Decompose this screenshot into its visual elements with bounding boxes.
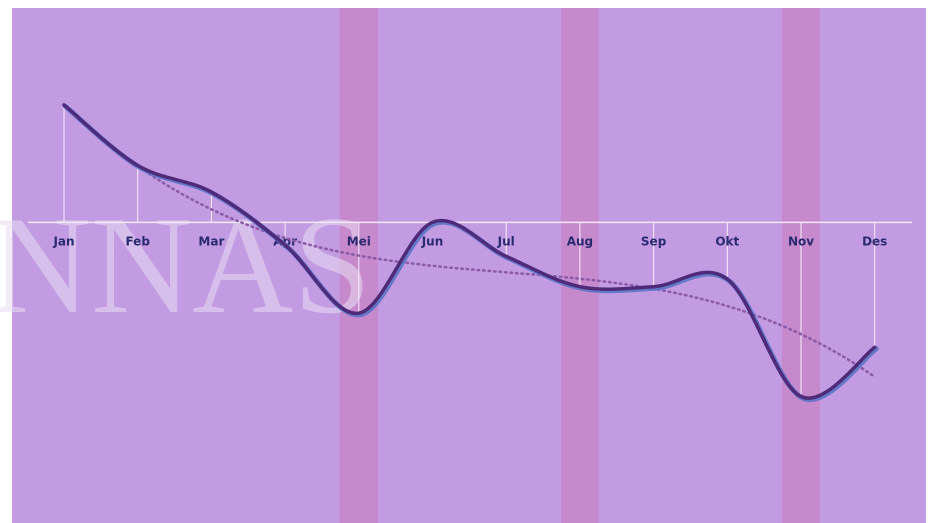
x-tick-label: Des — [862, 234, 887, 248]
x-tick-label: Mar — [198, 234, 224, 248]
x-tick-label: Nov — [788, 234, 814, 248]
x-tick-label: Mei — [347, 234, 371, 248]
x-tick-label: Jun — [421, 234, 444, 248]
x-tick-label: Feb — [125, 234, 150, 248]
x-axis-tick-labels: Jan Feb Mar Apr Mei Jun Jul Aug Sep Okt Nov Des — [52, 234, 887, 248]
plot-background — [12, 8, 926, 523]
data-series — [62, 103, 879, 403]
drop-lines — [63, 104, 876, 397]
x-tick-label: Jan — [52, 234, 74, 248]
x-tick-label: Sep — [641, 234, 667, 248]
trend-line — [62, 103, 876, 379]
x-tick-label: Aug — [567, 234, 593, 248]
series-line — [62, 103, 877, 400]
watermark-text: NNAS — [0, 188, 371, 343]
x-tick-label: Okt — [715, 234, 739, 248]
x-tick-label: Jul — [497, 234, 515, 248]
